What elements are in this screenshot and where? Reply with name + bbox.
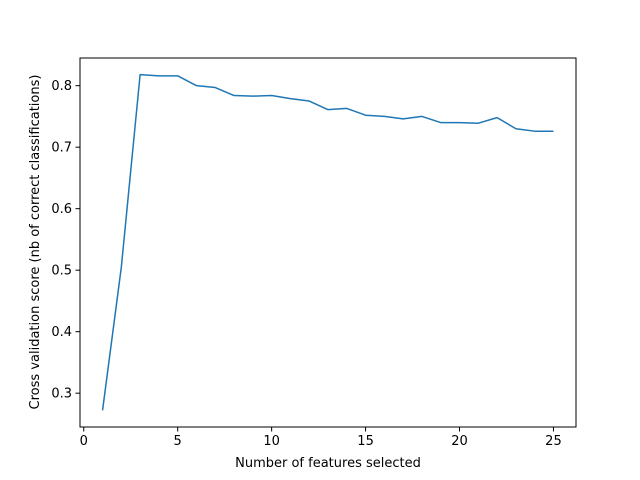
x-tick-label: 25 xyxy=(545,434,562,449)
axis-ticks: 0 5 10 15 20 25 0.3 0.4 0.5 0.6 0.7 0.8 xyxy=(51,79,561,449)
y-tick-label: 0.6 xyxy=(51,202,72,217)
y-tick-label: 0.7 xyxy=(51,141,72,156)
y-tick-label: 0.8 xyxy=(51,79,72,94)
y-tick-label: 0.5 xyxy=(51,264,72,279)
x-tick-label: 15 xyxy=(357,434,374,449)
axes-frame xyxy=(79,57,577,428)
x-tick-label: 5 xyxy=(174,434,182,449)
y-tick-label: 0.4 xyxy=(51,325,72,340)
y-tick-label: 0.3 xyxy=(51,387,72,402)
y-axis-label: Cross validation score (nb of correct cl… xyxy=(28,75,43,410)
plot-area xyxy=(101,73,554,411)
x-tick-label: 0 xyxy=(80,434,88,449)
x-tick-label: 20 xyxy=(451,434,468,449)
x-axis-label: Number of features selected xyxy=(235,456,421,471)
x-tick-label: 10 xyxy=(263,434,280,449)
